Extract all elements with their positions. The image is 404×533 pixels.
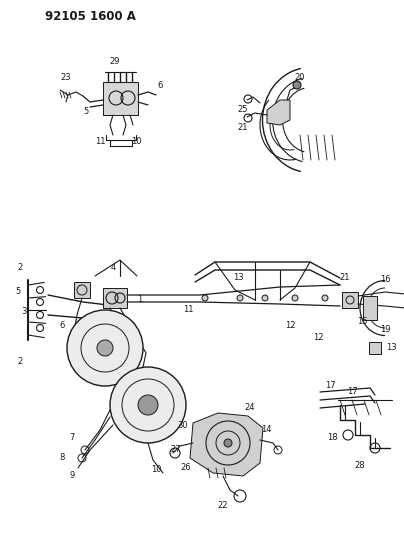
Text: 11: 11 — [95, 138, 105, 147]
Circle shape — [97, 340, 113, 356]
Polygon shape — [103, 288, 127, 308]
Text: 22: 22 — [218, 502, 228, 511]
Text: 27: 27 — [170, 446, 181, 455]
Text: 8: 8 — [59, 454, 65, 463]
Text: 3: 3 — [21, 308, 27, 317]
Text: 23: 23 — [61, 74, 72, 83]
Text: 16: 16 — [380, 276, 390, 285]
Polygon shape — [190, 413, 263, 476]
Text: 15: 15 — [357, 318, 367, 327]
Circle shape — [202, 295, 208, 301]
Circle shape — [224, 439, 232, 447]
Text: 18: 18 — [327, 433, 337, 442]
Polygon shape — [103, 82, 138, 115]
Text: 19: 19 — [380, 326, 390, 335]
Polygon shape — [74, 282, 90, 298]
Text: 5: 5 — [15, 287, 21, 296]
Text: 14: 14 — [261, 425, 271, 434]
Text: 12: 12 — [285, 320, 295, 329]
Text: 4: 4 — [110, 263, 116, 272]
Circle shape — [292, 295, 298, 301]
Circle shape — [138, 395, 158, 415]
Text: 25: 25 — [238, 106, 248, 115]
Text: 10: 10 — [151, 465, 161, 474]
Text: 17: 17 — [347, 387, 357, 397]
Text: 12: 12 — [313, 334, 323, 343]
Circle shape — [262, 295, 268, 301]
Text: 6: 6 — [157, 82, 163, 91]
Text: 17: 17 — [325, 381, 335, 390]
Text: 1: 1 — [137, 295, 143, 304]
Text: 20: 20 — [295, 72, 305, 82]
Text: 92105 1600 A: 92105 1600 A — [45, 10, 136, 23]
Circle shape — [322, 295, 328, 301]
Text: 5: 5 — [83, 108, 88, 117]
Polygon shape — [342, 292, 358, 308]
Text: 10: 10 — [131, 138, 141, 147]
Text: 2: 2 — [17, 358, 23, 367]
Text: 9: 9 — [69, 471, 75, 480]
Text: 21: 21 — [238, 123, 248, 132]
Text: 6: 6 — [59, 320, 65, 329]
Circle shape — [110, 367, 186, 443]
Text: 2: 2 — [17, 263, 23, 272]
Text: 28: 28 — [355, 461, 365, 470]
Polygon shape — [267, 100, 290, 125]
Text: 24: 24 — [245, 403, 255, 413]
Text: 13: 13 — [386, 343, 396, 352]
Text: 21: 21 — [340, 273, 350, 282]
Polygon shape — [363, 296, 377, 320]
Circle shape — [293, 81, 301, 89]
Circle shape — [67, 310, 143, 386]
Polygon shape — [369, 342, 381, 354]
Text: 7: 7 — [69, 433, 75, 442]
Text: 26: 26 — [181, 464, 191, 472]
Text: 29: 29 — [110, 58, 120, 67]
Circle shape — [237, 295, 243, 301]
Text: 30: 30 — [178, 421, 188, 430]
Text: 13: 13 — [233, 273, 243, 282]
Text: 11: 11 — [183, 305, 193, 314]
